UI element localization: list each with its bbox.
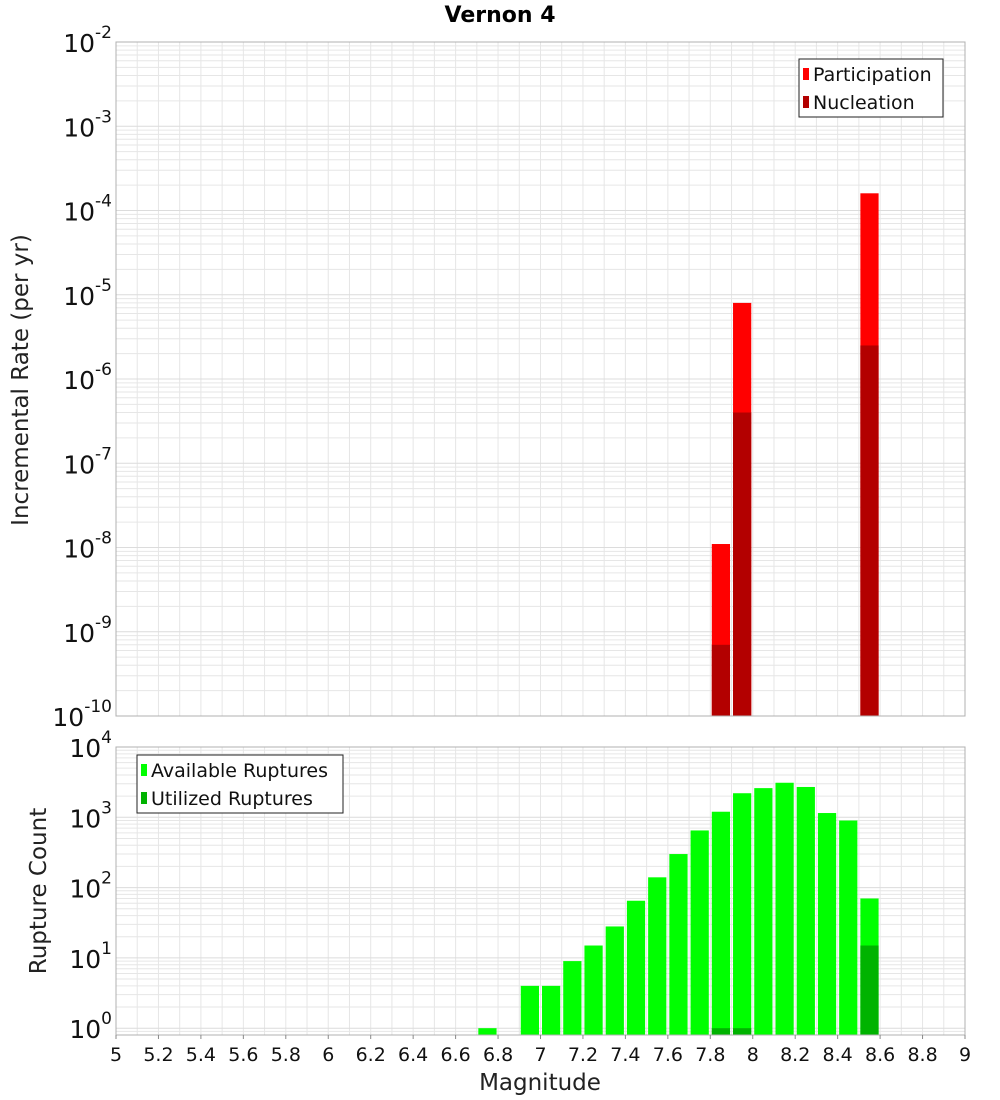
count-legend-swatch xyxy=(141,764,147,776)
rate-legend: Participation Nucleation xyxy=(798,58,944,118)
count-y-tick-label: 102 xyxy=(69,869,112,904)
count-y-tick-label: 100 xyxy=(69,1009,112,1044)
rate-y-axis-label: Incremental Rate (per yr) xyxy=(8,234,34,526)
count-bar-secondary xyxy=(860,945,879,1035)
rate-bars xyxy=(711,193,879,717)
rupture-count-panel: 100 101 102 103 104 5 5.2 5.4 5.6 5.8 6 6.2 6.4 6.6 6… xyxy=(26,728,971,1096)
magnitude-x-tick-label: 8.4 xyxy=(823,1044,853,1066)
count-bar-secondary xyxy=(733,1028,752,1035)
count-bar-primary xyxy=(775,782,794,1035)
count-legend-label: Available Ruptures xyxy=(151,760,328,782)
rate-plot-frame xyxy=(115,41,966,717)
count-bar-primary xyxy=(478,1028,497,1035)
magnitude-x-tick-label: 5.4 xyxy=(186,1044,216,1066)
count-legend-box xyxy=(136,754,344,814)
rate-legend-label: Participation xyxy=(813,64,932,86)
magnitude-x-tick-label: 7.8 xyxy=(695,1044,725,1066)
count-bar-primary xyxy=(733,793,752,1035)
count-bar-primary xyxy=(563,961,582,1035)
rate-bar-secondary xyxy=(860,345,879,716)
count-y-tick-label: 104 xyxy=(69,728,112,763)
magnitude-x-tick-label: 7 xyxy=(534,1044,546,1066)
count-bar-primary xyxy=(605,926,624,1035)
magnitude-x-tick-label: 8.2 xyxy=(780,1044,810,1066)
count-bars xyxy=(478,782,879,1035)
count-y-tick-label: 101 xyxy=(69,939,112,974)
magnitude-x-tick-label: 6.4 xyxy=(398,1044,428,1066)
count-y-tick-label: 103 xyxy=(69,798,112,833)
magnitude-x-tick-label: 6.6 xyxy=(440,1044,470,1066)
count-legend-swatch xyxy=(141,792,147,804)
magnitude-x-tick-label: 7.6 xyxy=(653,1044,683,1066)
magnitude-x-tick-label: 9 xyxy=(959,1044,971,1066)
count-bar-primary xyxy=(584,945,603,1035)
magnitude-x-tick-label: 5 xyxy=(110,1044,122,1066)
count-bar-primary xyxy=(626,900,646,1035)
rate-y-tick-label: 10-3 xyxy=(63,107,112,142)
rate-y-tick-label: 10-5 xyxy=(63,276,112,311)
chart-title: Vernon 4 xyxy=(445,3,556,28)
rate-y-tick-label: 10-9 xyxy=(63,613,112,648)
count-bar-primary xyxy=(648,877,667,1035)
magnitude-x-tick-label: 6 xyxy=(322,1044,334,1066)
rate-bar-secondary xyxy=(733,412,752,716)
rate-legend-box xyxy=(798,58,944,118)
rate-y-tick-label: 10-10 xyxy=(52,697,112,732)
rate-legend-swatch xyxy=(803,68,809,80)
magnitude-x-tick-label: 6.8 xyxy=(483,1044,513,1066)
magnitude-x-tick-label: 7.2 xyxy=(568,1044,598,1066)
magnitude-x-tick-label: 7.4 xyxy=(610,1044,640,1066)
magnitude-x-tick-label: 8.6 xyxy=(865,1044,895,1066)
count-bar-primary xyxy=(796,786,815,1035)
rate-bar-secondary xyxy=(711,644,731,716)
magnitude-x-tick-label: 6.2 xyxy=(356,1044,386,1066)
rate-y-tick-label: 10-4 xyxy=(63,192,112,227)
rate-y-tick-label: 10-2 xyxy=(63,23,112,58)
count-legend-label: Utilized Ruptures xyxy=(151,788,313,810)
rate-legend-label: Nucleation xyxy=(813,92,915,114)
count-bar-secondary xyxy=(711,1028,731,1035)
count-bar-primary xyxy=(520,985,539,1035)
rate-grid xyxy=(115,41,966,717)
magnitude-x-tick-label: 8 xyxy=(747,1044,759,1066)
count-bar-primary xyxy=(711,811,731,1035)
rate-panel: 10-10 10-9 10-8 10-7 10-6 10-5 10-4 10-3 10-2 In… xyxy=(8,23,966,732)
magnitude-x-tick-label: 5.6 xyxy=(228,1044,258,1066)
rate-y-tick-labels: 10-10 10-9 10-8 10-7 10-6 10-5 10-4 10-3 10-2 xyxy=(52,23,112,732)
count-bar-primary xyxy=(542,985,561,1035)
rate-y-tick-label: 10-8 xyxy=(63,529,112,564)
count-bar-primary xyxy=(690,830,709,1035)
count-bar-primary xyxy=(817,813,837,1035)
rate-y-tick-label: 10-7 xyxy=(63,444,112,479)
count-y-tick-labels: 100 101 102 103 104 xyxy=(69,728,112,1044)
rate-y-tick-label: 10-6 xyxy=(63,360,112,395)
count-bar-primary xyxy=(754,788,773,1035)
count-y-axis-label: Rupture Count xyxy=(26,808,52,974)
rate-legend-swatch xyxy=(803,96,809,108)
magnitude-x-tick-label: 5.8 xyxy=(271,1044,301,1066)
count-bar-primary xyxy=(839,820,858,1035)
magnitude-x-tick-label: 5.2 xyxy=(143,1044,173,1066)
count-legend: Available Ruptures Utilized Ruptures xyxy=(136,754,344,814)
magnitude-x-tick-labels: 5 5.2 5.4 5.6 5.8 6 6.2 6.4 6.6 6.8 7 7.2 7.4 7.6 7.8 8… xyxy=(110,1035,971,1066)
magnitude-x-axis-label: Magnitude xyxy=(479,1070,601,1096)
magnitude-x-tick-label: 8.8 xyxy=(907,1044,937,1066)
count-bar-primary xyxy=(669,854,688,1035)
